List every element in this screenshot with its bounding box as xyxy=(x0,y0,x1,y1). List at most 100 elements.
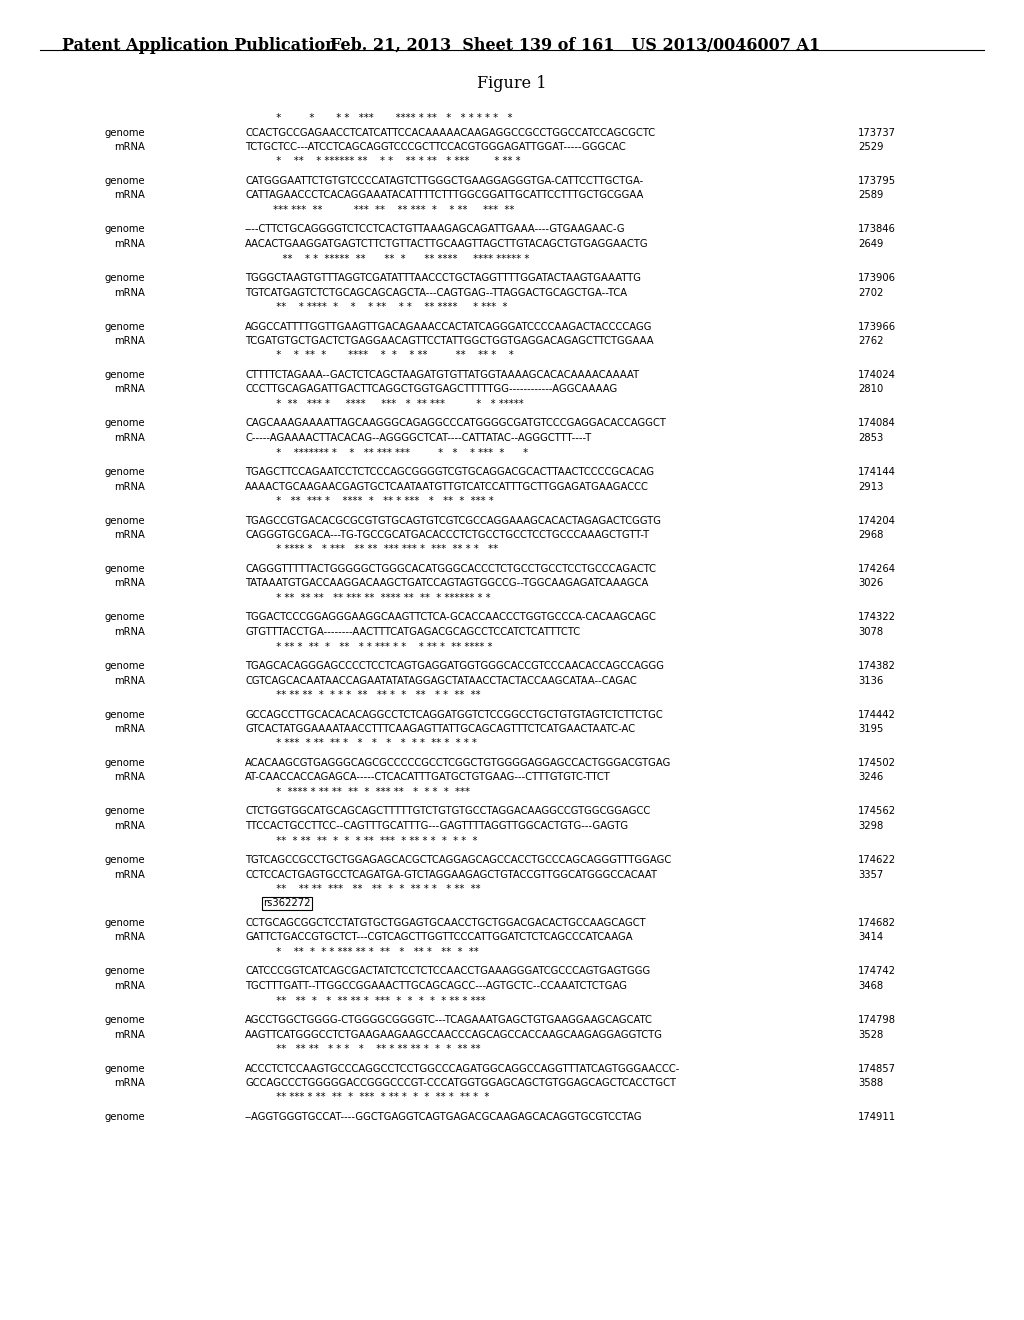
Text: genome: genome xyxy=(104,516,145,525)
Text: *  **** * ** **  **  *  *** **   *  * *  *  ***: * **** * ** ** ** * *** ** * * * * *** xyxy=(245,787,470,797)
Text: 174798: 174798 xyxy=(858,1015,896,1026)
Text: CAGGGTTTTTACTGGGGGCTGGGCACATGGGCACCCTCTGCCTGCCTCCTGCCCAGACTC: CAGGGTTTTTACTGGGGGCTGGGCACATGGGCACCCTCTG… xyxy=(245,564,656,574)
Text: CTCTGGTGGCATGCAGCAGCTTTTTGTCTGTGTGCCTAGGACAAGGCCGTGGCGGAGCC: CTCTGGTGGCATGCAGCAGCTTTTTGTCTGTGTGCCTAGG… xyxy=(245,807,650,817)
Text: TGGGCTAAGTGTTTAGGTCGATATTTAACCCTGCTAGGTTTTGGATACTAAGTGAAATTG: TGGGCTAAGTGTTTAGGTCGATATTTAACCCTGCTAGGTT… xyxy=(245,273,641,282)
Text: CCCTTGCAGAGATTGACTTCAGGCTGGTGAGCTTTTTGG------------AGGCAAAAG: CCCTTGCAGAGATTGACTTCAGGCTGGTGAGCTTTTTGG-… xyxy=(245,384,617,395)
Text: * **** *   * ***   ** **  *** *** *  ***  ** * *   **: * **** * * *** ** ** *** *** * *** ** * … xyxy=(245,544,498,554)
Text: mRNA: mRNA xyxy=(114,239,145,249)
Text: **    * *  *****  **      **  *      ** ****     **** ***** *: ** * * ***** ** ** * ** **** **** ***** … xyxy=(245,253,529,264)
Text: mRNA: mRNA xyxy=(114,1030,145,1040)
Text: mRNA: mRNA xyxy=(114,981,145,991)
Text: 2702: 2702 xyxy=(858,288,884,297)
Text: 3588: 3588 xyxy=(858,1078,883,1088)
Text: *         *       * *   ***       **** * **   *   * * * * *   *: * * * * *** **** * ** * * * * * * * xyxy=(245,114,512,123)
Text: mRNA: mRNA xyxy=(114,932,145,942)
Text: 3528: 3528 xyxy=(858,1030,884,1040)
Text: --AGGTGGGTGCCAT----GGCTGAGGTCAGTGAGACGCAAGAGCACAGGTGCGTCCTAG: --AGGTGGGTGCCAT----GGCTGAGGTCAGTGAGACGCA… xyxy=(245,1111,643,1122)
Text: genome: genome xyxy=(104,273,145,282)
Text: 174562: 174562 xyxy=(858,807,896,817)
Text: genome: genome xyxy=(104,1111,145,1122)
Text: mRNA: mRNA xyxy=(114,578,145,589)
Text: 3414: 3414 xyxy=(858,932,883,942)
Text: 173906: 173906 xyxy=(858,273,896,282)
Text: genome: genome xyxy=(104,128,145,137)
Text: 2810: 2810 xyxy=(858,384,884,395)
Text: 3136: 3136 xyxy=(858,676,884,685)
Text: genome: genome xyxy=(104,807,145,817)
Text: * **  ** **   ** *** **  **** **  **  * ****** * *: * ** ** ** ** *** ** **** ** ** * ******… xyxy=(245,593,490,603)
Text: genome: genome xyxy=(104,966,145,977)
Text: mRNA: mRNA xyxy=(114,384,145,395)
Text: CGTCAGCACAATAACCAGAATATATAGGAGCTATAACCTACTACCAAGCATAA--CAGAC: CGTCAGCACAATAACCAGAATATATAGGAGCTATAACCTA… xyxy=(245,676,637,685)
Text: C-----AGAAAACTTACACAG--AGGGGCTCAT----CATTATAC--AGGGCTTT----T: C-----AGAAAACTTACACAG--AGGGGCTCAT----CAT… xyxy=(245,433,591,444)
Text: mRNA: mRNA xyxy=(114,676,145,685)
Text: 3195: 3195 xyxy=(858,723,884,734)
Text: TGAGCACAGGGAGCCCCTCCTCAGTGAGGATGGTGGGCACCGTCCCAACACCAGCCAGGG: TGAGCACAGGGAGCCCCTCCTCAGTGAGGATGGTGGGCAC… xyxy=(245,661,664,671)
Text: **   **  *   *  ** ** *  ***  *  *  *  *  * ** * ***: ** ** * * ** ** * *** * * * * * ** * *** xyxy=(245,995,485,1006)
Text: CATTAGAACCCTCACAGGAAATACATTTTCTTTGGCGGATTGCATTCCTTTGCTGCGGAA: CATTAGAACCCTCACAGGAAATACATTTTCTTTGGCGGAT… xyxy=(245,190,643,201)
Text: mRNA: mRNA xyxy=(114,143,145,152)
Text: mRNA: mRNA xyxy=(114,772,145,783)
Text: genome: genome xyxy=(104,612,145,623)
Text: 174024: 174024 xyxy=(858,370,896,380)
Text: 2913: 2913 xyxy=(858,482,884,491)
Text: AGGCCATTTTGGTTGAAGTTGACAGAAACCACTATCAGGGATCCCCAAGACTACCCCAGG: AGGCCATTTTGGTTGAAGTTGACAGAAACCACTATCAGGG… xyxy=(245,322,652,331)
Text: ----CTTCTGCAGGGGTCTCCTCACTGTTAAAGAGCAGATTGAAA----GTGAAGAAC-G: ----CTTCTGCAGGGGTCTCCTCACTGTTAAAGAGCAGAT… xyxy=(245,224,626,235)
Text: TATAAATGTGACCAAGGACAAGCTGATCCAGTAGTGGCCG--TGGCAAGAGATCAAAGCA: TATAAATGTGACCAAGGACAAGCTGATCCAGTAGTGGCCG… xyxy=(245,578,648,589)
Text: CAGCAAAGAAAATTAGCAAGGGCAGAGGCCCATGGGGCGATGTCCCGAGGACACCAGGCT: CAGCAAAGAAAATTAGCAAGGGCAGAGGCCCATGGGGCGA… xyxy=(245,418,666,429)
Text: **    * ****  *    *    * **    * *    ** ****     * ***  *: ** * **** * * * ** * * ** **** * *** * xyxy=(245,302,508,312)
Text: 173966: 173966 xyxy=(858,322,896,331)
Text: genome: genome xyxy=(104,1015,145,1026)
Text: 2589: 2589 xyxy=(858,190,884,201)
Text: 174084: 174084 xyxy=(858,418,896,429)
Text: *    **  *  * * *** ** *  **   *   ** *   **  *  **: * ** * * * *** ** * ** * ** * ** * ** xyxy=(245,946,479,957)
Text: 2968: 2968 xyxy=(858,531,884,540)
Text: Feb. 21, 2013  Sheet 139 of 161   US 2013/0046007 A1: Feb. 21, 2013 Sheet 139 of 161 US 2013/0… xyxy=(330,37,820,54)
Text: 2529: 2529 xyxy=(858,143,884,152)
Text: TCGATGTGCTGACTCTGAGGAACAGTTCCTATTGGCTGGTGAGGACAGAGCTTCTGGAAA: TCGATGTGCTGACTCTGAGGAACAGTTCCTATTGGCTGGT… xyxy=(245,337,653,346)
Text: CCACTGCCGAGAACCTCATCATTCCACAAAAACAAGAGGCCGCCTGGCCATCCAGCGCTC: CCACTGCCGAGAACCTCATCATTCCACAAAAACAAGAGGC… xyxy=(245,128,655,137)
Text: 3246: 3246 xyxy=(858,772,884,783)
Text: TCTGCTCC---ATCCTCAGCAGGTCCCGCTTCCACGTGGGAGATTGGAT-----GGGCAC: TCTGCTCC---ATCCTCAGCAGGTCCCGCTTCCACGTGGG… xyxy=(245,143,626,152)
Text: *    ******* *    *   ** *** ***         *   *    * ***  *      *: * ******* * * ** *** *** * * * *** * * xyxy=(245,447,528,458)
Text: genome: genome xyxy=(104,758,145,768)
Text: CATGGGAATTCTGTGTCCCCATAGTCTTGGGCTGAAGGAGGGTGA-CATTCCTTGCTGA-: CATGGGAATTCTGTGTCCCCATAGTCTTGGGCTGAAGGAG… xyxy=(245,176,643,186)
Text: AT-CAACCACCAGAGCA-----CTCACATTTGATGCTGTGAAG---CTTTGTGTC-TTCT: AT-CAACCACCAGAGCA-----CTCACATTTGATGCTGTG… xyxy=(245,772,610,783)
Text: genome: genome xyxy=(104,855,145,865)
Text: 173737: 173737 xyxy=(858,128,896,137)
Text: 174382: 174382 xyxy=(858,661,896,671)
Text: mRNA: mRNA xyxy=(114,190,145,201)
Text: 3468: 3468 xyxy=(858,981,883,991)
Text: TGTCAGCCGCCTGCTGGAGAGCACGCTCAGGAGCAGCCACCTGCCCAGCAGGGTTTGGAGC: TGTCAGCCGCCTGCTGGAGAGCACGCTCAGGAGCAGCCAC… xyxy=(245,855,672,865)
Text: CCTGCAGCGGCTCCTATGTGCTGGAGTGCAACCTGCTGGACGACACTGCCAAGCAGCT: CCTGCAGCGGCTCCTATGTGCTGGAGTGCAACCTGCTGGA… xyxy=(245,917,645,928)
Text: 174442: 174442 xyxy=(858,710,896,719)
Text: rs362272: rs362272 xyxy=(263,899,310,908)
Text: AGCCTGGCTGGGG-CTGGGGCGGGGTC---TCAGAAATGAGCTGTGAAGGAAGCAGCATC: AGCCTGGCTGGGG-CTGGGGCGGGGTC---TCAGAAATGA… xyxy=(245,1015,653,1026)
Text: mRNA: mRNA xyxy=(114,433,145,444)
Text: mRNA: mRNA xyxy=(114,482,145,491)
Text: Patent Application Publication: Patent Application Publication xyxy=(62,37,337,54)
Text: *    *  **  *       ****    *  *    * **         **    ** *    *: * * ** * **** * * * ** ** ** * * xyxy=(245,351,514,360)
Text: 3357: 3357 xyxy=(858,870,884,879)
Text: 2649: 2649 xyxy=(858,239,884,249)
Text: 174322: 174322 xyxy=(858,612,896,623)
Text: ACCCTCTCCAAGTGCCCAGGCCTCCTGGCCCAGATGGCAGGCCAGGTTTATCAGTGGGAACCC-: ACCCTCTCCAAGTGCCCAGGCCTCCTGGCCCAGATGGCAG… xyxy=(245,1064,680,1073)
Text: 2762: 2762 xyxy=(858,337,884,346)
Text: **   ** **   * * *   *    ** * ** ** *  *  *  ** **: ** ** ** * * * * ** * ** ** * * * ** ** xyxy=(245,1044,480,1053)
Text: 3298: 3298 xyxy=(858,821,884,832)
Text: *   **  *** *    ****  *   ** * ***   *   **  *  *** *: * ** *** * **** * ** * *** * ** * *** * xyxy=(245,496,494,506)
Text: mRNA: mRNA xyxy=(114,1078,145,1088)
Text: TTCCACTGCCTTCC--CAGTTTGCATTTG---GAGTTTTAGGTTGGCACTGTG---GAGTG: TTCCACTGCCTTCC--CAGTTTGCATTTG---GAGTTTTA… xyxy=(245,821,628,832)
Text: 174502: 174502 xyxy=(858,758,896,768)
Text: mRNA: mRNA xyxy=(114,337,145,346)
Text: ** ** **  *  * * *  **   ** *  *   **   * *  **  **: ** ** ** * * * * ** ** * * ** * * ** ** xyxy=(245,690,480,700)
Text: mRNA: mRNA xyxy=(114,627,145,638)
Text: genome: genome xyxy=(104,224,145,235)
Text: ** *** * **  **  *  ***  * ** *  *  *  ** *  ** *  *: ** *** * ** ** * *** * ** * * * ** * ** … xyxy=(245,1093,489,1102)
Text: 174857: 174857 xyxy=(858,1064,896,1073)
Text: TGAGCCGTGACACGCGCGTGTGCAGTGTCGTCGCCAGGAAAGCACACTAGAGACTCGGTG: TGAGCCGTGACACGCGCGTGTGCAGTGTCGTCGCCAGGAA… xyxy=(245,516,662,525)
Text: **  * **  **  *  *  * **  ***  * ** * *  *  * *  *: ** * ** ** * * * ** *** * ** * * * * * * xyxy=(245,836,477,846)
Text: mRNA: mRNA xyxy=(114,531,145,540)
Text: 3026: 3026 xyxy=(858,578,884,589)
Text: 3078: 3078 xyxy=(858,627,883,638)
